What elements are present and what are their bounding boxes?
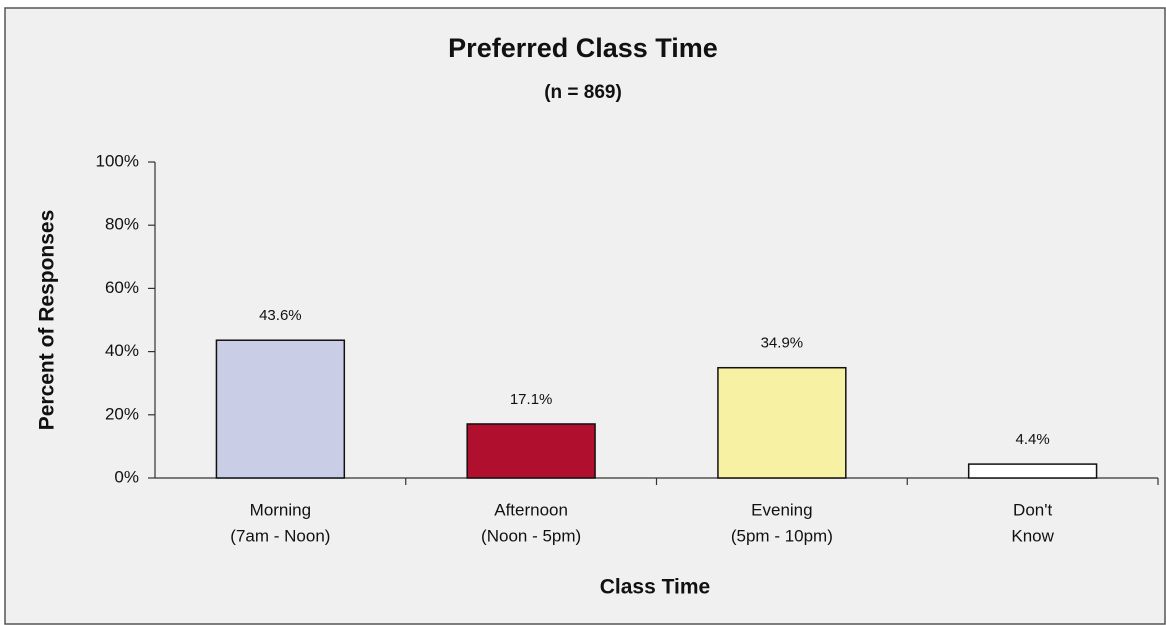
bar — [967, 463, 1098, 479]
x-tick-label: (5pm - 10pm) — [731, 526, 833, 545]
y-tick-label: 80% — [105, 215, 139, 234]
x-tick-label: (7am - Noon) — [230, 526, 330, 545]
data-label: 4.4% — [1016, 431, 1050, 448]
y-axis-label: Percent of Responses — [36, 210, 59, 431]
y-tick-label: 0% — [114, 467, 139, 486]
y-tick-label: 20% — [105, 404, 139, 423]
chart-subtitle: (n = 869) — [544, 82, 622, 103]
y-tick-label: 100% — [96, 151, 139, 170]
bar — [466, 423, 596, 479]
x-tick-label: Morning — [250, 500, 311, 519]
chart-title: Preferred Class Time — [448, 33, 718, 63]
bar — [215, 339, 346, 479]
y-tick-label: 40% — [105, 341, 139, 360]
data-label: 43.6% — [259, 307, 302, 324]
x-tick-label: Don't — [1013, 500, 1052, 519]
data-label: 34.9% — [761, 335, 804, 352]
x-tick-label: Evening — [751, 500, 812, 519]
bar — [717, 366, 847, 479]
x-tick-label: Afternoon — [494, 500, 568, 519]
x-tick-label: (Noon - 5pm) — [481, 526, 581, 545]
data-label: 17.1% — [510, 391, 553, 408]
y-tick-label: 60% — [105, 278, 139, 297]
x-tick-label: Know — [1011, 526, 1054, 545]
x-axis-label: Class Time — [600, 576, 711, 599]
chart-frame — [4, 7, 1166, 625]
